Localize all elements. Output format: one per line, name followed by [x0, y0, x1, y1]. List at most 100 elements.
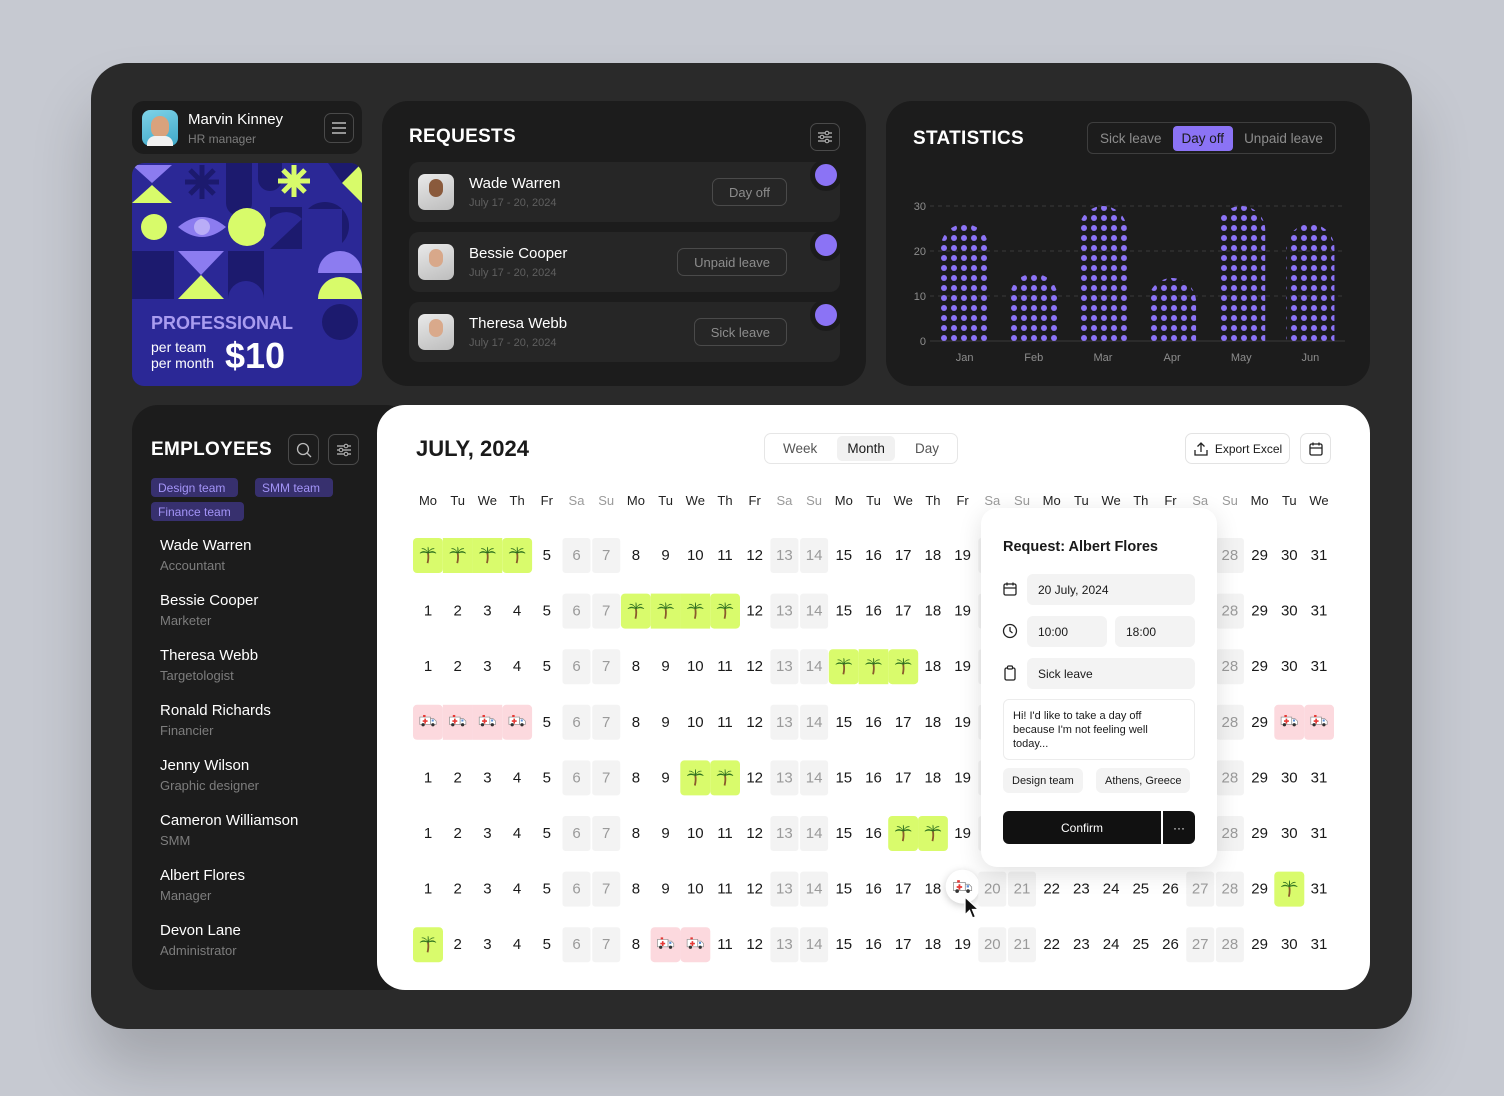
day-number[interactable]: 5	[543, 769, 551, 786]
day-number[interactable]: 26	[1162, 936, 1179, 953]
day-number[interactable]: 12	[746, 547, 763, 564]
day-number[interactable]: 8	[632, 825, 640, 842]
day-number[interactable]: 14	[806, 547, 823, 564]
day-number[interactable]: 30	[1281, 547, 1298, 564]
day-number[interactable]: 17	[895, 769, 912, 786]
employee-name[interactable]: Cameron Williamson	[160, 812, 299, 829]
menu-button[interactable]	[324, 113, 354, 143]
day-number[interactable]: 11	[717, 658, 733, 675]
day-number[interactable]: 1	[424, 603, 432, 620]
date-field[interactable]: 20 July, 2024	[1027, 574, 1195, 605]
more-button[interactable]: ···	[1163, 811, 1195, 844]
day-number[interactable]: 2	[454, 769, 462, 786]
export-button[interactable]: Export Excel	[1185, 433, 1290, 464]
day-number[interactable]: 19	[954, 936, 971, 953]
day-number[interactable]: 16	[865, 714, 882, 731]
day-number[interactable]: 14	[806, 714, 823, 731]
day-number[interactable]: 13	[776, 936, 793, 953]
day-number[interactable]: 6	[572, 547, 580, 564]
day-number[interactable]: 5	[543, 936, 551, 953]
day-number[interactable]: 7	[602, 881, 610, 898]
day-number[interactable]: 25	[1132, 936, 1149, 953]
day-number[interactable]: 20	[984, 881, 1001, 898]
day-number[interactable]: 14	[806, 825, 823, 842]
filter-button[interactable]	[810, 123, 840, 151]
filter-tag[interactable]: SMM team	[255, 478, 334, 497]
day-number[interactable]: 9	[661, 547, 669, 564]
day-number[interactable]: 10	[687, 881, 704, 898]
day-number[interactable]: 17	[895, 714, 912, 731]
day-number[interactable]: 31	[1311, 603, 1328, 620]
day-number[interactable]: 14	[806, 881, 823, 898]
day-number[interactable]: 5	[543, 603, 551, 620]
day-number[interactable]: 22	[1043, 936, 1060, 953]
day-number[interactable]: 18	[925, 881, 942, 898]
confirm-button[interactable]: Confirm	[1003, 811, 1161, 844]
day-number[interactable]: 5	[543, 547, 551, 564]
day-number[interactable]: 12	[746, 714, 763, 731]
day-number[interactable]: 23	[1073, 881, 1090, 898]
day-number[interactable]: 29	[1251, 547, 1268, 564]
day-number[interactable]: 6	[572, 881, 580, 898]
day-number[interactable]: 26	[1162, 881, 1179, 898]
day-number[interactable]: 28	[1222, 769, 1239, 786]
start-field[interactable]: 10:00	[1027, 616, 1107, 647]
day-number[interactable]: 24	[1103, 881, 1120, 898]
day-number[interactable]: 10	[687, 547, 704, 564]
day-number[interactable]: 16	[865, 936, 882, 953]
day-number[interactable]: 27	[1192, 936, 1209, 953]
day-number[interactable]: 11	[717, 714, 733, 731]
day-number[interactable]: 8	[632, 936, 640, 953]
day-number[interactable]: 22	[1043, 881, 1060, 898]
day-number[interactable]: 13	[776, 881, 793, 898]
day-number[interactable]: 11	[717, 547, 733, 564]
day-number[interactable]: 7	[602, 714, 610, 731]
day-number[interactable]: 15	[835, 769, 852, 786]
request-open-button[interactable]	[810, 229, 842, 261]
day-number[interactable]: 15	[835, 936, 852, 953]
day-number[interactable]: 7	[602, 936, 610, 953]
view-tab[interactable]: Month	[837, 436, 895, 461]
day-number[interactable]: 6	[572, 936, 580, 953]
day-number[interactable]: 3	[483, 658, 491, 675]
day-number[interactable]: 18	[925, 936, 942, 953]
day-number[interactable]: 16	[865, 603, 882, 620]
day-number[interactable]: 19	[954, 603, 971, 620]
day-number[interactable]: 29	[1251, 603, 1268, 620]
day-number[interactable]: 17	[895, 936, 912, 953]
day-number[interactable]: 28	[1222, 547, 1239, 564]
day-number[interactable]: 9	[661, 714, 669, 731]
day-number[interactable]: 4	[513, 769, 521, 786]
day-number[interactable]: 18	[925, 769, 942, 786]
day-number[interactable]: 12	[746, 881, 763, 898]
day-number[interactable]: 20	[984, 936, 1001, 953]
day-number[interactable]: 3	[483, 603, 491, 620]
day-number[interactable]: 15	[835, 881, 852, 898]
day-number[interactable]: 4	[513, 825, 521, 842]
day-number[interactable]: 4	[513, 658, 521, 675]
day-number[interactable]: 13	[776, 603, 793, 620]
day-number[interactable]: 15	[835, 547, 852, 564]
day-number[interactable]: 28	[1222, 603, 1239, 620]
day-number[interactable]: 11	[717, 936, 733, 953]
day-number[interactable]: 1	[424, 658, 432, 675]
day-number[interactable]: 15	[835, 825, 852, 842]
statistics-tab[interactable]: Sick leave	[1100, 130, 1162, 146]
employee-name[interactable]: Bessie Cooper	[160, 592, 259, 609]
day-number[interactable]: 15	[835, 714, 852, 731]
day-number[interactable]: 8	[632, 881, 640, 898]
day-number[interactable]: 28	[1222, 714, 1239, 731]
day-number[interactable]: 6	[572, 603, 580, 620]
day-number[interactable]: 31	[1311, 769, 1328, 786]
day-number[interactable]: 16	[865, 547, 882, 564]
day-number[interactable]: 31	[1311, 936, 1328, 953]
day-number[interactable]: 12	[746, 658, 763, 675]
day-number[interactable]: 8	[632, 714, 640, 731]
day-number[interactable]: 31	[1311, 825, 1328, 842]
day-number[interactable]: 19	[954, 714, 971, 731]
filter-button[interactable]	[328, 434, 359, 465]
day-number[interactable]: 12	[746, 825, 763, 842]
day-number[interactable]: 29	[1251, 936, 1268, 953]
request-type[interactable]: Sick leave	[693, 318, 787, 346]
day-number[interactable]: 5	[543, 881, 551, 898]
